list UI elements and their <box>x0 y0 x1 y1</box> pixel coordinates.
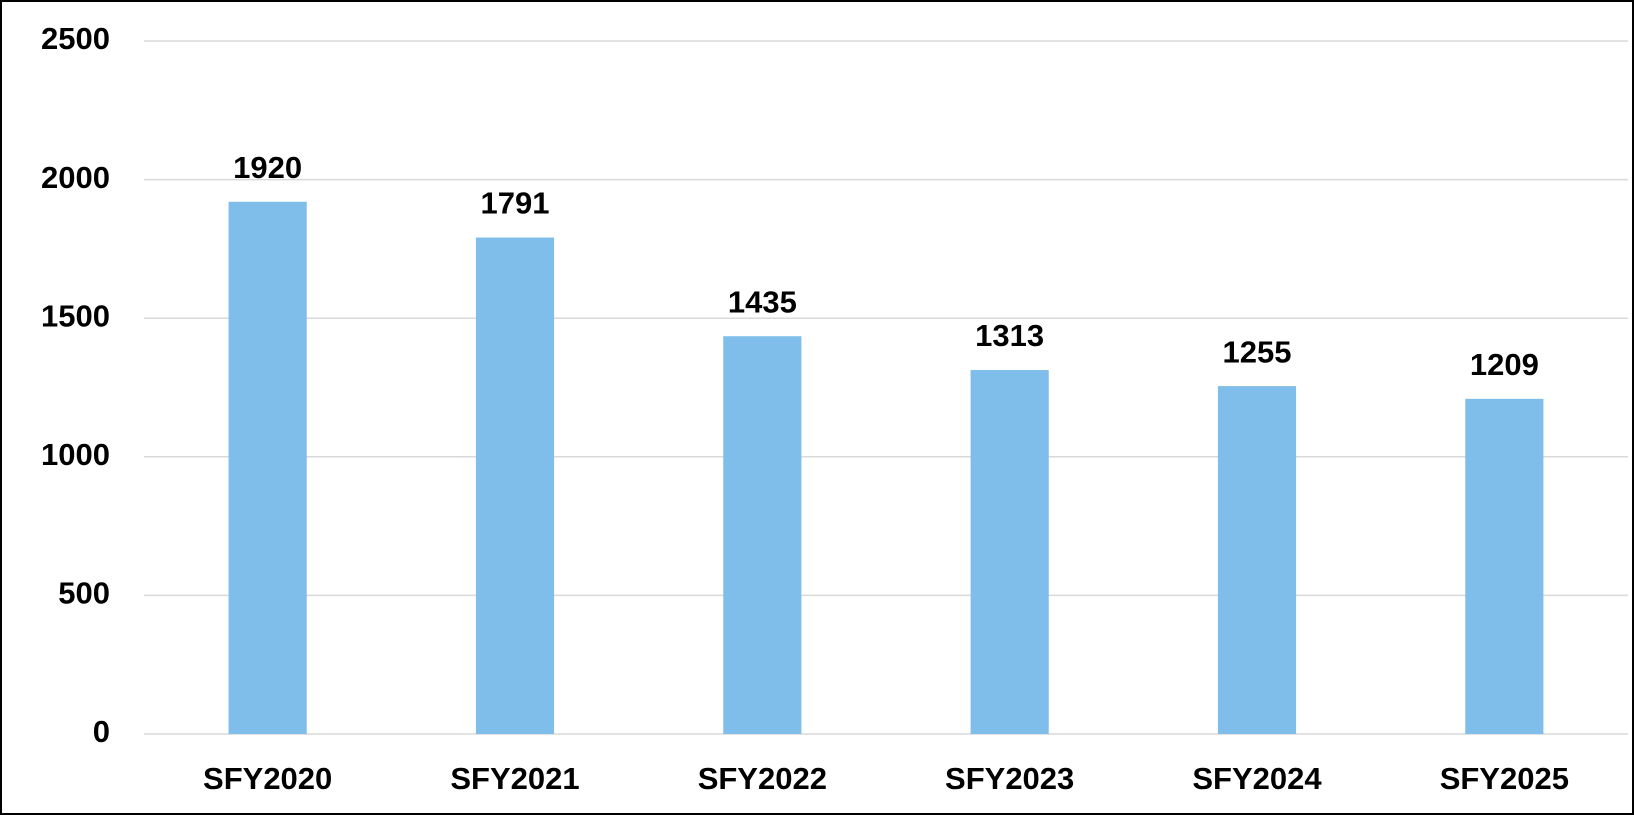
x-tick-label: SFY2025 <box>1440 761 1569 796</box>
data-label: 1791 <box>481 186 550 221</box>
y-tick-label: 1000 <box>41 437 110 472</box>
y-tick-label: 2500 <box>41 21 110 56</box>
bar <box>970 370 1049 734</box>
data-label: 1920 <box>233 150 302 185</box>
x-tick-label: SFY2022 <box>698 761 827 796</box>
bar <box>228 201 307 734</box>
x-tick-label: SFY2021 <box>450 761 579 796</box>
y-tick-label: 500 <box>58 576 110 611</box>
y-tick-label: 1500 <box>41 298 110 333</box>
bar <box>475 237 555 735</box>
x-tick-label: SFY2024 <box>1192 761 1322 796</box>
data-label: 1435 <box>728 284 797 319</box>
bar <box>1217 386 1297 734</box>
y-tick-label: 0 <box>93 714 110 749</box>
bar <box>1465 398 1544 734</box>
data-label: 1313 <box>975 318 1044 353</box>
x-tick-label: SFY2023 <box>945 761 1074 796</box>
data-label: 1209 <box>1470 347 1539 382</box>
data-label: 1255 <box>1223 334 1292 369</box>
bar <box>723 336 802 734</box>
x-tick-label: SFY2020 <box>203 761 332 796</box>
y-tick-label: 2000 <box>41 160 110 195</box>
